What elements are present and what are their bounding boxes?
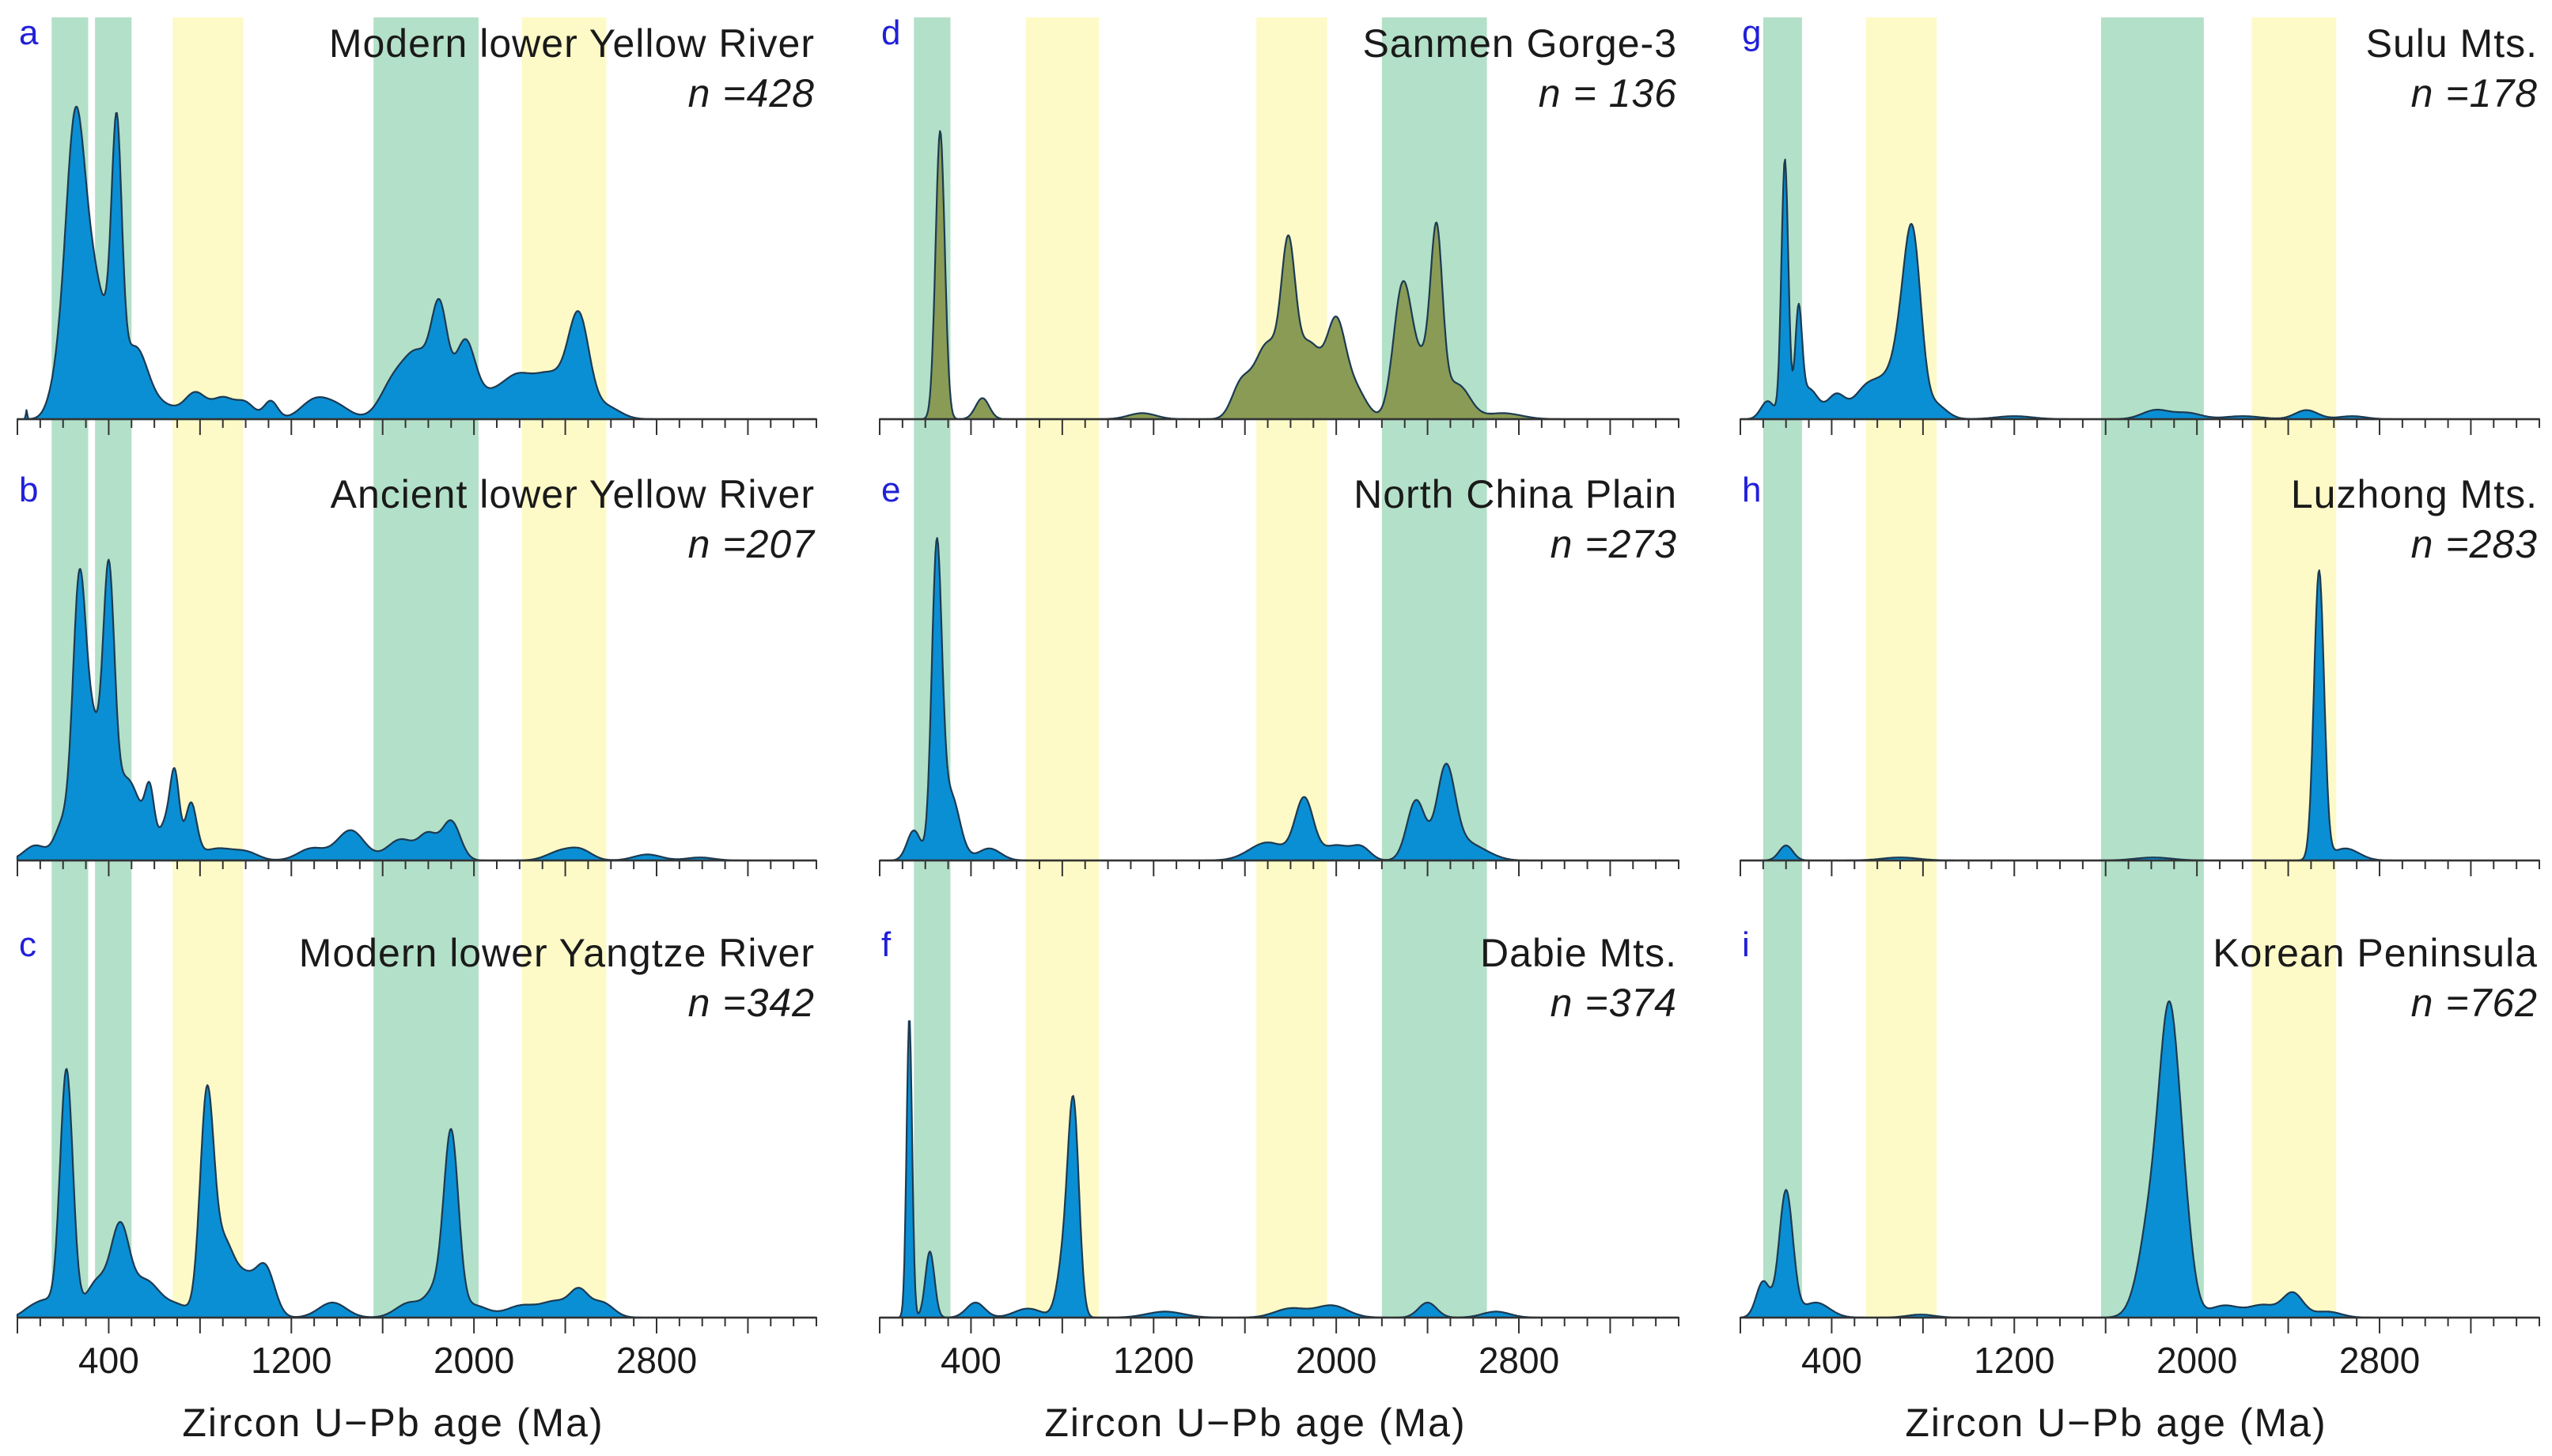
panel-letter-h: h (1742, 471, 1761, 509)
sample-size-h: n =283 (2411, 522, 2538, 566)
x-tick-label-c-2000: 2000 (434, 1340, 514, 1381)
panel-letter-b: b (19, 471, 38, 509)
sample-size-f: n =374 (1551, 981, 1677, 1025)
x-tick-label-i-2000: 2000 (2156, 1340, 2237, 1381)
x-tick-label-i-2800: 2800 (2339, 1340, 2420, 1381)
yellow-band-col1-2 (521, 17, 607, 1318)
x-tick-label-f-400: 400 (941, 1340, 1001, 1381)
x-tick-label-i-1200: 1200 (1974, 1340, 2054, 1381)
panel-title-c: Modern lower Yangtze River (299, 931, 815, 975)
sample-size-d: n = 136 (1539, 71, 1677, 115)
green-band-col2-2 (1381, 17, 1487, 1318)
x-axis-title-col1: Zircon U−Pb age (Ma) (182, 1401, 604, 1445)
panel-title-f: Dabie Mts. (1480, 931, 1677, 975)
x-tick-label-c-1200: 1200 (251, 1340, 331, 1381)
panel-title-d: Sanmen Gorge-3 (1362, 21, 1677, 66)
sample-size-c: n =342 (688, 981, 815, 1025)
sample-size-a: n =428 (688, 71, 815, 115)
panel-letter-g: g (1742, 13, 1761, 52)
sample-size-e: n =273 (1551, 522, 1677, 566)
panel-title-b: Ancient lower Yellow River (331, 472, 815, 516)
panel-letter-f: f (881, 925, 892, 964)
x-tick-label-i-400: 400 (1801, 1340, 1862, 1381)
green-band-col1-3 (373, 17, 479, 1318)
x-tick-label-f-2000: 2000 (1296, 1340, 1376, 1381)
density-curve-b (16, 558, 818, 862)
panel-letter-i: i (1742, 925, 1750, 964)
x-tick-label-c-400: 400 (78, 1340, 139, 1381)
panel-title-a: Modern lower Yellow River (329, 21, 815, 66)
panel-letter-d: d (881, 13, 900, 52)
x-tick-label-c-2800: 2800 (616, 1340, 697, 1381)
panel-letter-a: a (19, 13, 39, 52)
sample-size-b: n =207 (688, 522, 816, 566)
panel-title-h: Luzhong Mts. (2291, 472, 2538, 516)
sample-size-i: n =762 (2411, 981, 2538, 1025)
panel-title-g: Sulu Mts. (2366, 21, 2538, 66)
panel-letter-c: c (19, 925, 36, 964)
panel-title-i: Korean Peninsula (2213, 931, 2538, 975)
yellow-band-col3-1 (1865, 17, 1937, 1318)
panel-title-e: North China Plain (1354, 472, 1677, 516)
x-tick-label-f-1200: 1200 (1113, 1340, 1194, 1381)
yellow-band-col2-2 (1256, 17, 1327, 1318)
panel-letter-e: e (881, 471, 900, 509)
x-axis-title-col2: Zircon U−Pb age (Ma) (1044, 1401, 1466, 1445)
yellow-band-col2-1 (1025, 17, 1100, 1318)
sample-size-g: n =178 (2411, 71, 2538, 115)
x-axis-title-col3: Zircon U−Pb age (Ma) (1905, 1401, 2327, 1445)
green-band-col3-2 (2100, 17, 2204, 1318)
x-tick-label-f-2800: 2800 (1479, 1340, 1559, 1381)
